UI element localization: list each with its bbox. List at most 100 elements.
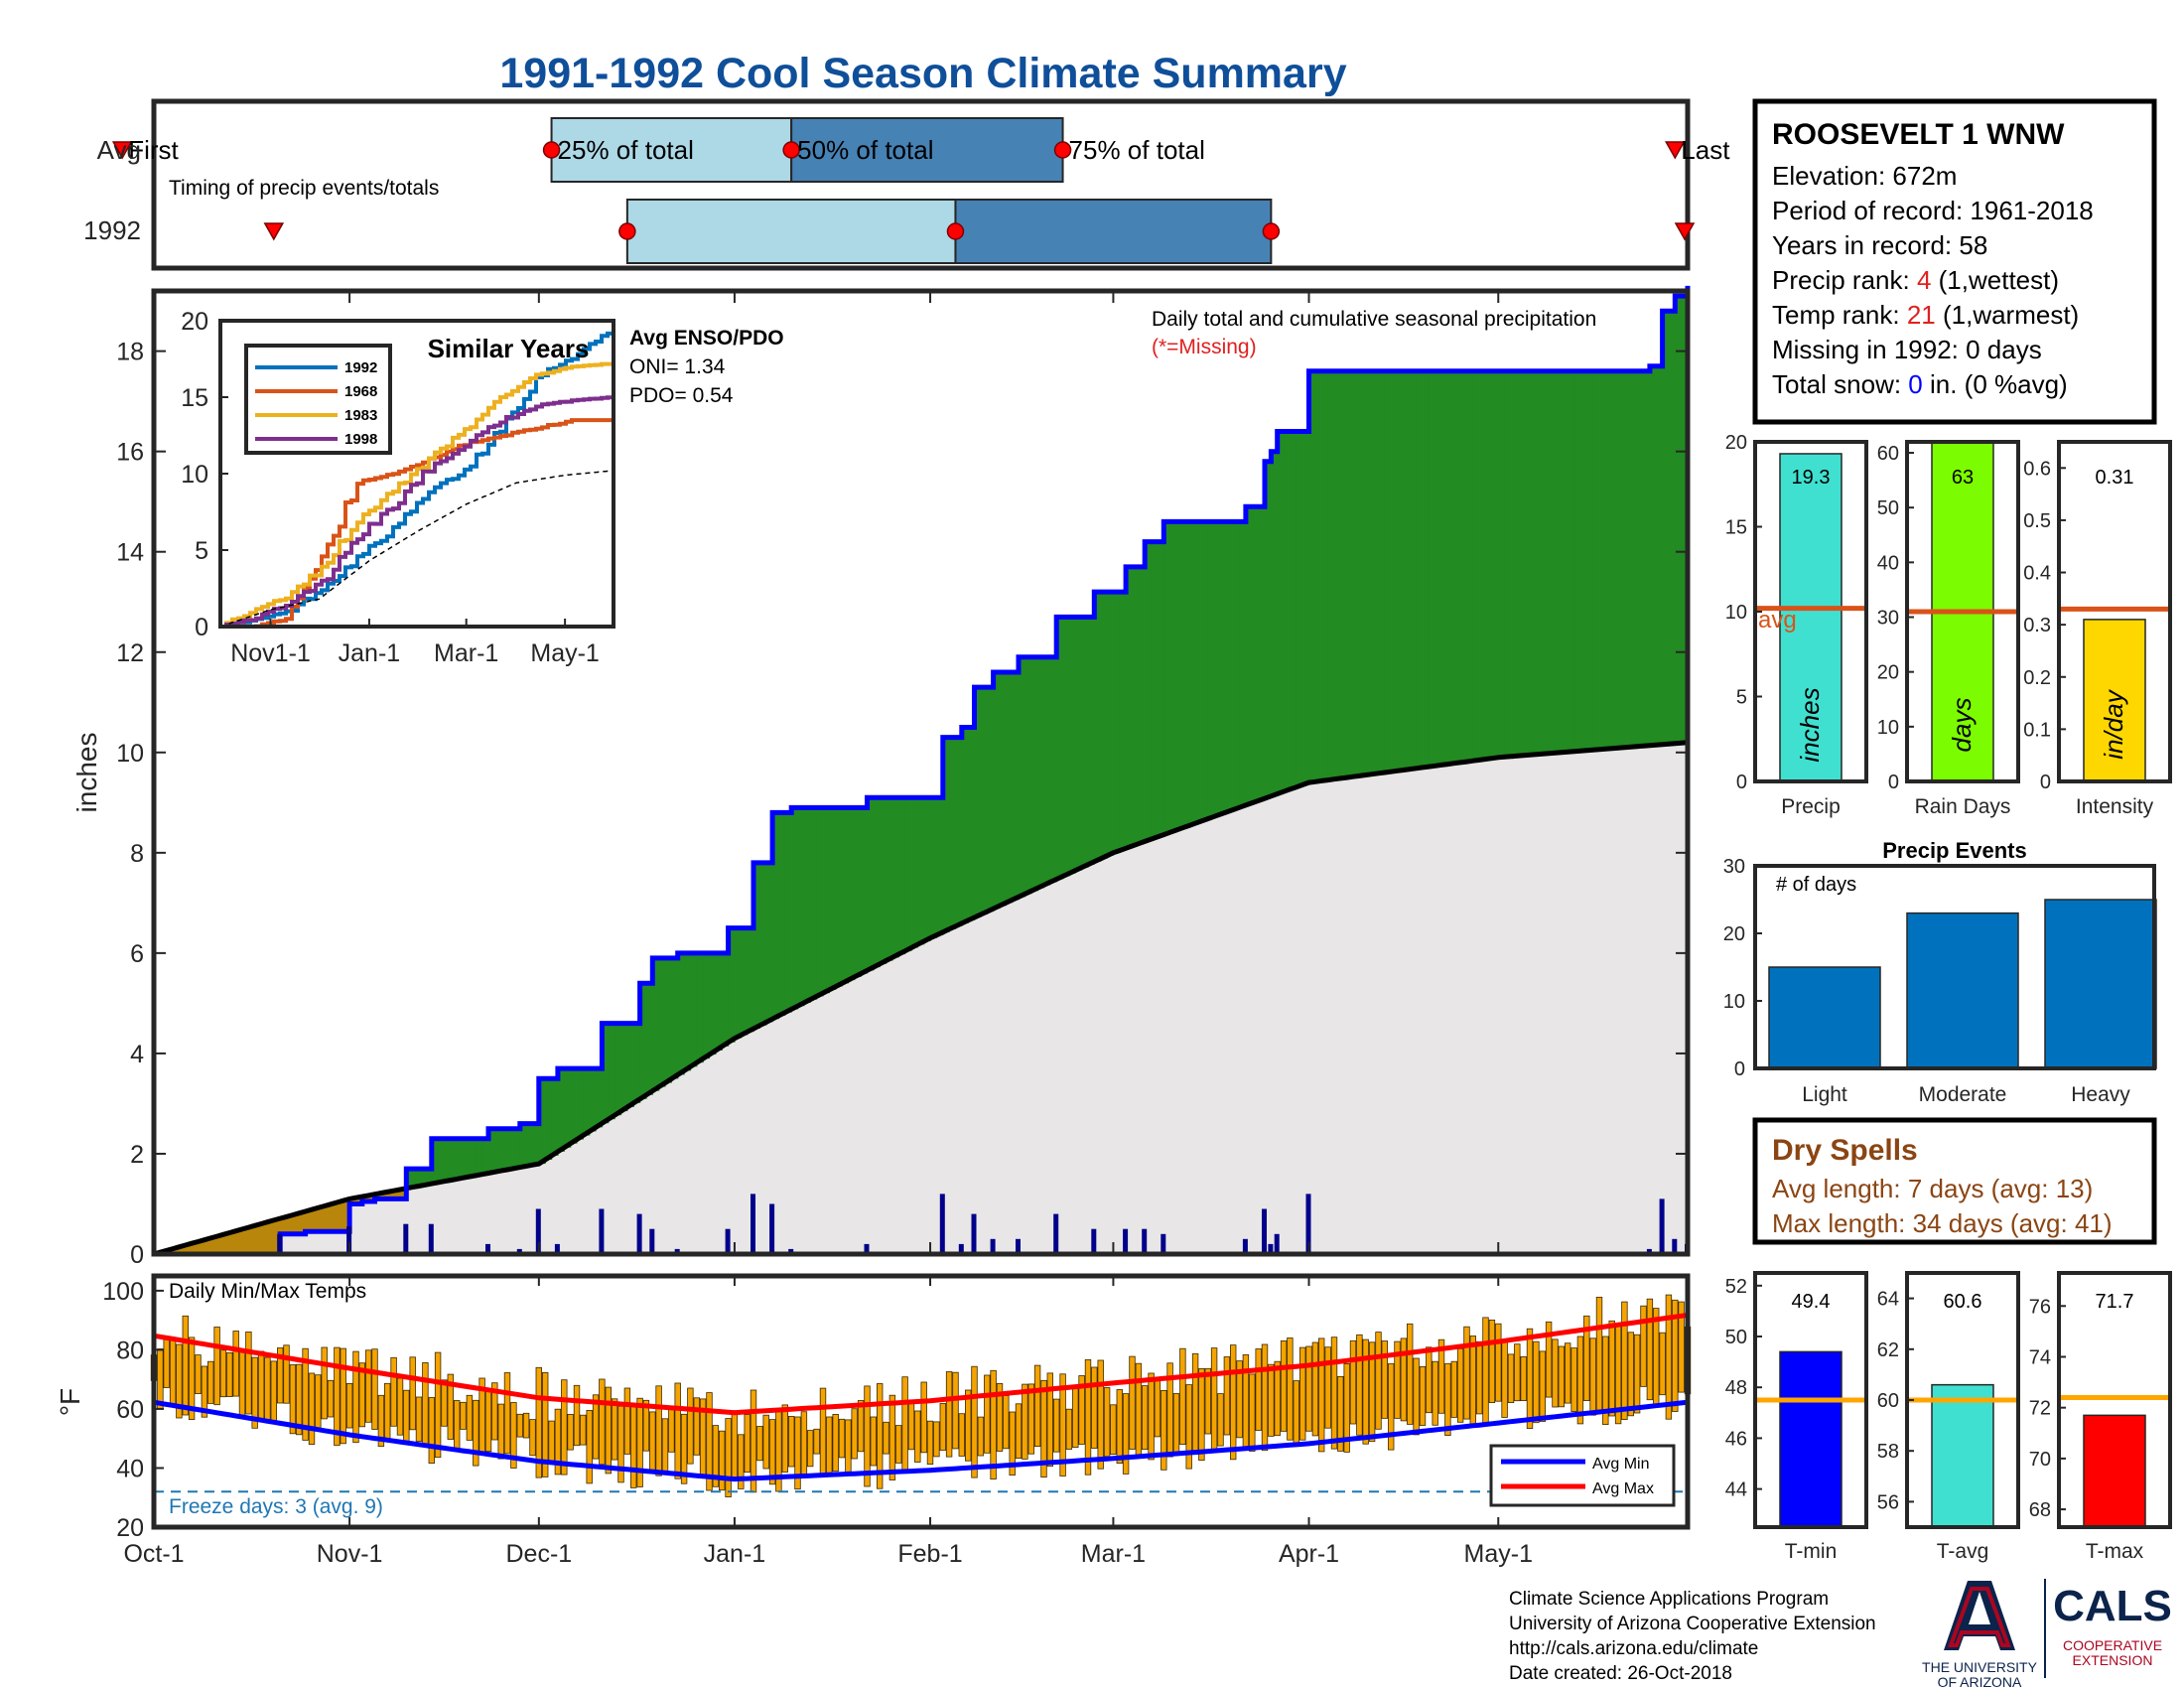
daily-temp-bar <box>630 1406 637 1488</box>
daily-precip-bar <box>554 1243 560 1254</box>
daily-temp-bar <box>1514 1343 1521 1402</box>
above-average-band <box>1132 566 1140 846</box>
above-average-band <box>1429 370 1436 768</box>
above-average-band <box>665 957 672 1083</box>
above-average-band <box>1434 370 1442 767</box>
above-average-band <box>1555 370 1563 754</box>
above-average-band <box>803 807 811 1003</box>
timing-row-1992: 1992 <box>83 215 141 245</box>
daily-temp-bar <box>1097 1359 1104 1470</box>
above-average-band <box>444 1138 452 1182</box>
daily-temp-bar <box>548 1420 555 1464</box>
footer-line-3: http://cals.arizona.edu/climate <box>1509 1638 1759 1659</box>
station-name: ROOSEVELT 1 WNW <box>1772 118 2065 151</box>
enso-oni: ONI= 1.34 <box>629 355 726 378</box>
daily-precip-bar <box>864 1243 870 1254</box>
summary-unit-label: inches <box>1795 687 1825 762</box>
above-average-band <box>526 1123 534 1167</box>
above-average-band <box>620 1023 628 1112</box>
daily-temp-bar <box>1330 1336 1338 1450</box>
above-average-band <box>1176 521 1183 830</box>
below-average-band <box>222 1234 230 1254</box>
below-average-band <box>331 1203 338 1232</box>
above-average-band <box>500 1128 508 1172</box>
above-average-band <box>816 807 824 997</box>
temp-summary-ytick-label: 46 <box>1725 1428 1747 1450</box>
above-average-band <box>438 1138 446 1183</box>
daily-temp-bar <box>1172 1393 1180 1454</box>
below-average-band <box>261 1223 269 1254</box>
events-bars: Light Moderate Heavy 0 10 20 30 <box>1723 856 2157 1106</box>
temp-summary-ytick-label: 68 <box>2029 1499 2051 1521</box>
daily-temp-bar <box>1236 1360 1243 1439</box>
above-average-band <box>1214 521 1222 817</box>
daily-precip-bar <box>516 1248 522 1254</box>
temp-xtick-label: Apr-1 <box>1279 1540 1339 1568</box>
dry-spells-frame <box>1752 1117 2157 1245</box>
event-category-label: Heavy <box>2071 1083 2130 1106</box>
daily-temp-bar <box>1280 1340 1288 1432</box>
temp-summary-panels: 44 46 48 50 52 49.4 T-min 56 58 60 62 64 60.6 T-avg 68… <box>1725 1271 2172 1563</box>
inset-lines <box>219 331 615 629</box>
daily-temp-bar <box>680 1413 688 1484</box>
cumulative-precip-line <box>154 285 1691 1257</box>
daily-temp-bar <box>984 1374 991 1454</box>
below-average-band <box>292 1214 300 1234</box>
temp-summary-ytick-label: 70 <box>2029 1449 2051 1471</box>
below-average-band <box>198 1241 205 1254</box>
daily-temp-bar <box>257 1350 265 1422</box>
daily-temp-bar <box>383 1382 391 1440</box>
main-precip-panel: 0 2 4 6 8 10 12 14 16 18 inches Daily total and c… <box>71 285 1691 1269</box>
summary-ytick-label: 20 <box>1877 662 1899 684</box>
daily-temp-bar <box>1223 1356 1231 1436</box>
above-average-band <box>602 1023 610 1124</box>
daily-temp-bar <box>1381 1340 1388 1419</box>
main-ytick-label: 10 <box>116 740 144 768</box>
above-average-band <box>987 687 995 913</box>
event-category-label: Light <box>1802 1083 1847 1106</box>
daily-temp-bar <box>845 1419 852 1477</box>
above-average-band <box>1447 370 1455 765</box>
main-plot-frame <box>151 288 1691 1257</box>
station-elevation: Elevation: 672m <box>1772 161 1957 191</box>
daily-temp-bar <box>599 1378 606 1466</box>
main-ylabel: inches <box>71 733 102 813</box>
daily-precip-bar <box>1242 1238 1248 1254</box>
daily-temp-bar <box>674 1382 681 1479</box>
above-average-band <box>488 1128 495 1174</box>
daily-temp-bar <box>1148 1372 1155 1461</box>
above-average-band <box>1088 617 1095 865</box>
daily-precip-bar <box>535 1208 541 1254</box>
daily-temp-bar <box>1022 1383 1028 1460</box>
daily-temp-bar <box>1482 1317 1489 1427</box>
inset-legend-label: 1983 <box>344 407 377 424</box>
daily-temp-bar <box>1009 1411 1016 1476</box>
daily-temp-bar <box>605 1386 612 1475</box>
summary-panel-frame <box>1905 440 2020 783</box>
above-average-band <box>1271 451 1279 796</box>
above-average-band <box>1359 370 1367 776</box>
daily-temp-bar <box>794 1416 801 1490</box>
above-average-band <box>1296 431 1303 787</box>
daily-temp-bar <box>542 1372 549 1477</box>
temp-xtick-label: May-1 <box>1464 1540 1533 1568</box>
similar-year-line-1998 <box>220 395 615 629</box>
temp-summary-bar-2 <box>2083 1414 2146 1528</box>
temp-ytick-label: 80 <box>116 1336 144 1364</box>
above-average-band <box>1561 370 1569 753</box>
above-average-band <box>728 927 736 1043</box>
daily-temp-bar <box>965 1389 972 1462</box>
timing-marks: First 25% of total 50% of total 75% of tota… <box>111 117 1730 264</box>
daily-temp-bar <box>1627 1332 1634 1417</box>
daily-temp-bar <box>1533 1340 1540 1424</box>
daily-temp-bar <box>264 1356 271 1422</box>
above-average-band <box>1472 370 1480 762</box>
station-info-box: ROOSEVELT 1 WNW Elevation: 672m Period o… <box>1752 98 2157 425</box>
event-ytick-label: 30 <box>1723 856 1745 878</box>
above-average-band <box>1321 370 1329 781</box>
daily-temp-bar <box>1672 1299 1679 1412</box>
daily-temp-bar <box>302 1347 309 1441</box>
summary-ytick-label: 30 <box>1877 608 1899 630</box>
daily-temp-bar <box>1324 1346 1331 1429</box>
avg-min-line <box>153 1399 1689 1482</box>
